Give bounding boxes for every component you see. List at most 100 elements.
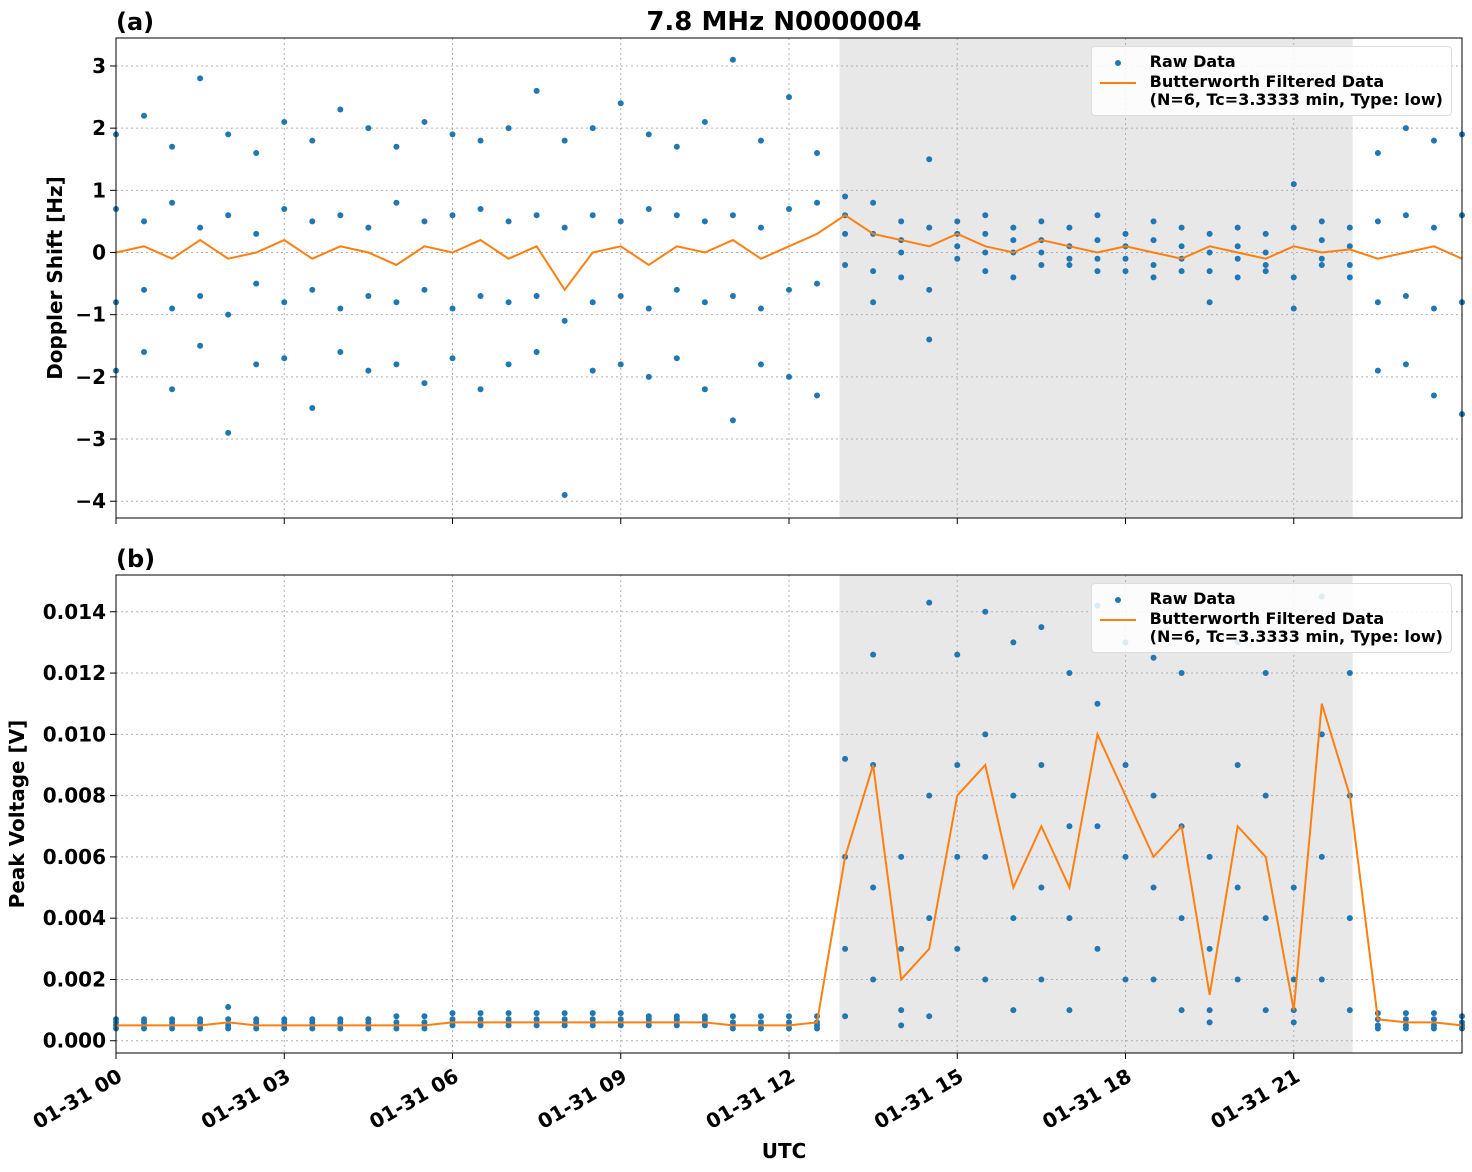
- raw-point: [1038, 249, 1045, 256]
- y-tick-label: 0.000: [43, 1029, 106, 1053]
- raw-point: [141, 218, 148, 225]
- raw-point: [169, 199, 176, 206]
- raw-point: [926, 156, 933, 163]
- raw-point: [1430, 305, 1437, 312]
- raw-point: [1010, 639, 1017, 646]
- raw-point: [253, 280, 260, 287]
- raw-point: [898, 945, 905, 952]
- raw-point: [141, 286, 148, 293]
- raw-point: [645, 373, 652, 380]
- raw-point: [1234, 224, 1241, 231]
- raw-point: [870, 651, 877, 658]
- raw-point: [1010, 224, 1017, 231]
- raw-point: [1262, 261, 1269, 268]
- raw-point: [365, 224, 372, 231]
- raw-point: [197, 1025, 204, 1032]
- raw-point: [533, 1010, 540, 1017]
- legend-swatch: [1099, 82, 1136, 84]
- raw-point: [169, 386, 176, 393]
- raw-point: [1402, 1010, 1409, 1017]
- raw-point: [898, 249, 905, 256]
- raw-point: [1122, 230, 1129, 237]
- y-tick-label: −4: [75, 489, 106, 513]
- raw-point: [842, 1013, 849, 1020]
- raw-point: [477, 137, 484, 144]
- raw-point: [1010, 792, 1017, 799]
- raw-point: [1150, 654, 1157, 661]
- raw-point: [169, 143, 176, 150]
- legend-item: Butterworth Filtered Data (N=6, Tc=3.333…: [1099, 72, 1443, 109]
- raw-point: [533, 348, 540, 355]
- raw-point: [169, 305, 176, 312]
- raw-point: [197, 224, 204, 231]
- raw-point: [589, 367, 596, 374]
- raw-point: [225, 131, 232, 138]
- raw-point: [814, 150, 821, 157]
- raw-point: [982, 731, 989, 738]
- raw-point: [365, 125, 372, 132]
- x-tick-label: 01-31 03: [197, 1064, 295, 1134]
- raw-point: [954, 255, 961, 262]
- raw-point: [729, 1013, 736, 1020]
- raw-point: [1150, 274, 1157, 281]
- raw-point: [337, 106, 344, 113]
- legend-item: Raw Data: [1100, 590, 1443, 608]
- raw-point: [141, 1025, 148, 1032]
- raw-point: [982, 853, 989, 860]
- raw-point: [1402, 361, 1409, 368]
- legend-swatch: [1114, 597, 1121, 603]
- raw-point: [1038, 624, 1045, 631]
- raw-point: [617, 293, 624, 300]
- raw-point: [1206, 1007, 1213, 1014]
- raw-point: [898, 853, 905, 860]
- raw-point: [617, 361, 624, 368]
- raw-point: [982, 268, 989, 275]
- raw-point: [505, 361, 512, 368]
- raw-point: [505, 1010, 512, 1017]
- raw-point: [729, 56, 736, 63]
- raw-point: [1122, 268, 1129, 275]
- raw-point: [197, 293, 204, 300]
- raw-point: [729, 1025, 736, 1032]
- raw-point: [561, 137, 568, 144]
- raw-point: [1346, 1007, 1353, 1014]
- raw-point: [842, 193, 849, 200]
- raw-point: [225, 1004, 232, 1011]
- raw-point: [982, 212, 989, 219]
- raw-point: [898, 1022, 905, 1029]
- y-tick-label: −2: [75, 365, 106, 389]
- raw-point: [673, 355, 680, 362]
- legend-label: Butterworth Filtered Data (N=6, Tc=3.333…: [1149, 72, 1443, 109]
- raw-point: [1178, 915, 1185, 922]
- panel: −4 −3 −2 −1 0 1 2 3 7.8 MHz N0000004 (a) Doppler S…: [43, 7, 1465, 524]
- raw-point: [1178, 670, 1185, 677]
- raw-point: [786, 1013, 792, 1020]
- raw-point: [337, 212, 344, 219]
- raw-point: [533, 87, 540, 94]
- y-tick-label: 0.012: [43, 661, 106, 685]
- legend-label: Butterworth Filtered Data (N=6, Tc=3.333…: [1149, 609, 1443, 646]
- x-tick-label: 01-31 06: [365, 1064, 463, 1134]
- raw-point: [757, 305, 764, 312]
- raw-point: [1346, 915, 1353, 922]
- legend-label: Raw Data: [1149, 52, 1236, 71]
- raw-point: [617, 218, 624, 225]
- raw-point: [926, 336, 933, 343]
- raw-point: [421, 286, 428, 293]
- raw-point: [1234, 243, 1241, 250]
- raw-point: [617, 100, 624, 107]
- raw-point: [1374, 218, 1381, 225]
- y-tick-label: 2: [92, 116, 106, 140]
- raw-point: [786, 205, 792, 212]
- raw-point: [169, 1025, 176, 1032]
- raw-point: [729, 212, 736, 219]
- raw-point: [1066, 224, 1073, 231]
- raw-point: [449, 1010, 456, 1017]
- raw-point: [1206, 268, 1213, 275]
- raw-point: [225, 1025, 232, 1032]
- raw-point: [449, 131, 456, 138]
- raw-point: [1234, 884, 1241, 891]
- chart-title: 7.8 MHz N0000004: [646, 7, 921, 37]
- raw-point: [870, 299, 877, 306]
- raw-point: [1094, 700, 1101, 707]
